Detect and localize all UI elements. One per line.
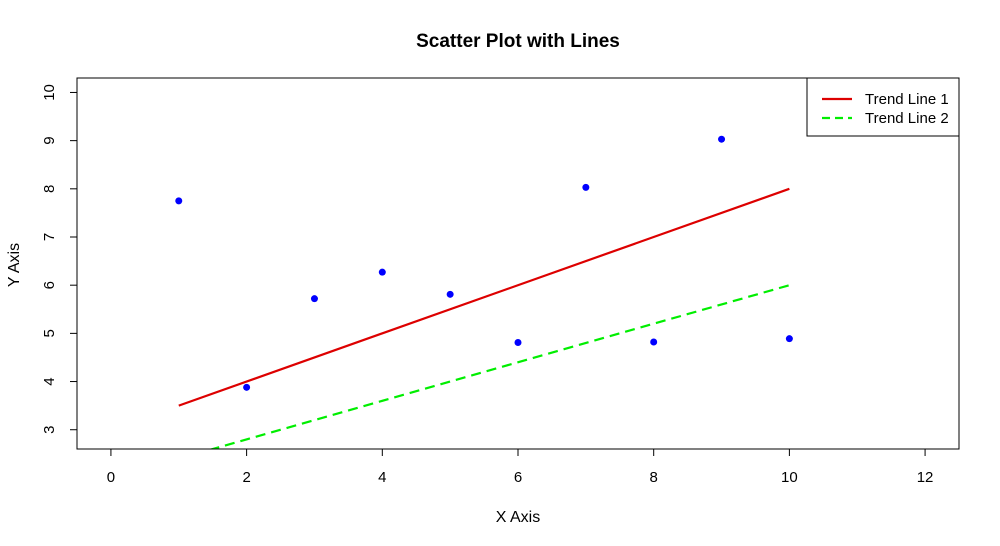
scatter-point (446, 290, 454, 298)
plot-content (175, 135, 793, 449)
scatter-point (650, 338, 658, 346)
y-tick-label: 10 (41, 84, 58, 101)
trend-line-1 (178, 187, 790, 407)
x-tick-label: 10 (781, 469, 798, 486)
scatter-point (785, 335, 793, 343)
x-tick-label: 2 (242, 469, 250, 486)
legend: Trend Line 1 Trend Line 2 (806, 77, 960, 137)
scatter-point (175, 197, 183, 205)
y-tick-label: 8 (41, 185, 58, 193)
chart-title: Scatter Plot with Lines (416, 31, 620, 52)
y-tick-label: 9 (41, 136, 58, 144)
y-tick-label: 3 (41, 426, 58, 434)
scatter-point (514, 339, 522, 347)
axes: 0 2 4 6 8 10 12 3 4 5 6 7 8 9 10 (41, 84, 933, 486)
x-tick-label: 6 (514, 469, 522, 486)
scatter-point (310, 295, 318, 303)
x-axis-label: X Axis (496, 509, 540, 526)
scatter-point (718, 135, 726, 143)
legend-label: Trend Line 1 (865, 91, 949, 108)
legend-label: Trend Line 2 (865, 110, 949, 127)
y-tick-label: 6 (41, 281, 58, 289)
x-tick-label: 8 (650, 469, 658, 486)
y-tick-label: 4 (41, 377, 58, 385)
scatter-point (378, 268, 386, 276)
y-axis-label: Y Axis (6, 243, 23, 287)
x-tick-label: 0 (107, 469, 115, 486)
y-tick-label: 5 (41, 329, 58, 337)
y-tick-label: 7 (41, 233, 58, 241)
x-tick-label: 12 (917, 469, 934, 486)
x-tick-label: 4 (378, 469, 386, 486)
plot-frame (76, 77, 960, 450)
trend-line-2 (208, 284, 790, 449)
scatter-point (582, 183, 590, 191)
legend-box (806, 77, 960, 137)
scatter-point (243, 383, 251, 391)
